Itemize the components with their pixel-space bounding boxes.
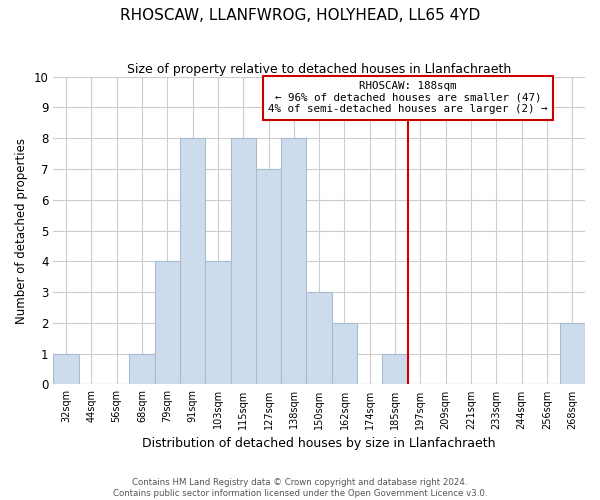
X-axis label: Distribution of detached houses by size in Llanfachraeth: Distribution of detached houses by size …: [142, 437, 496, 450]
Bar: [281, 138, 307, 384]
Bar: [230, 138, 256, 384]
Bar: [205, 262, 230, 384]
Text: RHOSCAW, LLANFWROG, HOLYHEAD, LL65 4YD: RHOSCAW, LLANFWROG, HOLYHEAD, LL65 4YD: [120, 8, 480, 22]
Bar: [129, 354, 155, 384]
Bar: [53, 354, 79, 384]
Y-axis label: Number of detached properties: Number of detached properties: [15, 138, 28, 324]
Bar: [382, 354, 408, 384]
Bar: [180, 138, 205, 384]
Title: Size of property relative to detached houses in Llanfachraeth: Size of property relative to detached ho…: [127, 62, 511, 76]
Bar: [332, 323, 357, 384]
Text: Contains HM Land Registry data © Crown copyright and database right 2024.
Contai: Contains HM Land Registry data © Crown c…: [113, 478, 487, 498]
Bar: [560, 323, 585, 384]
Bar: [155, 262, 180, 384]
Bar: [307, 292, 332, 384]
Bar: [256, 169, 281, 384]
Text: RHOSCAW: 188sqm
← 96% of detached houses are smaller (47)
4% of semi-detached ho: RHOSCAW: 188sqm ← 96% of detached houses…: [268, 82, 548, 114]
